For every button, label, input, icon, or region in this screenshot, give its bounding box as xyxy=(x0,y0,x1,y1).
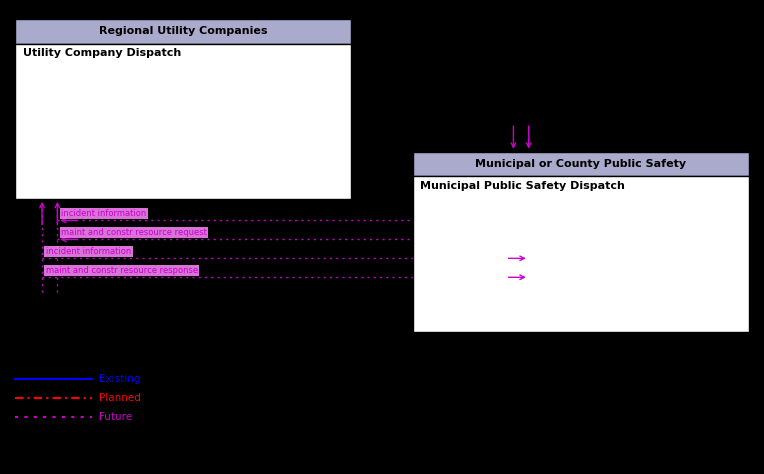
Text: Regional Utility Companies: Regional Utility Companies xyxy=(99,26,267,36)
Bar xyxy=(15,44,351,199)
Text: Municipal Public Safety Dispatch: Municipal Public Safety Dispatch xyxy=(420,181,625,191)
Text: Existing: Existing xyxy=(99,374,141,384)
Bar xyxy=(15,19,351,44)
Text: Municipal or County Public Safety: Municipal or County Public Safety xyxy=(475,159,686,169)
Bar xyxy=(413,152,749,176)
Text: Planned: Planned xyxy=(99,393,141,403)
Bar xyxy=(413,176,749,332)
Text: incident information: incident information xyxy=(46,247,131,256)
Text: Utility Company Dispatch: Utility Company Dispatch xyxy=(23,48,181,58)
Text: Future: Future xyxy=(99,412,132,422)
Text: incident information: incident information xyxy=(61,209,147,218)
Text: maint and constr resource request: maint and constr resource request xyxy=(61,228,207,237)
Text: maint and constr resource response: maint and constr resource response xyxy=(46,266,198,275)
